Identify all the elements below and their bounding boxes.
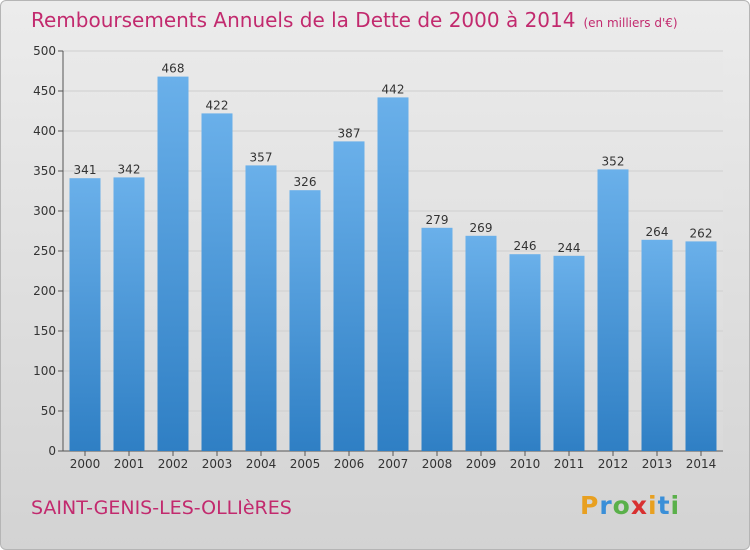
data-label-2003: 422 (206, 98, 229, 112)
x-tick-label-2006: 2006 (334, 457, 365, 471)
bar-2001 (113, 177, 145, 451)
bar-2003 (201, 113, 233, 452)
y-tick-label: 250 (33, 244, 56, 258)
bar-2013 (641, 239, 673, 451)
x-tick-label-2012: 2012 (598, 457, 629, 471)
commune-name: SAINT-GENIS-LES-OLLIèRES (31, 497, 292, 519)
bar-2004 (245, 165, 277, 451)
bar-2014 (685, 241, 717, 451)
logo-letter: o (612, 491, 631, 520)
y-tick-label: 100 (33, 364, 56, 378)
x-tick-label-2004: 2004 (246, 457, 277, 471)
y-tick-label: 350 (33, 164, 56, 178)
x-tick-label-2011: 2011 (554, 457, 585, 471)
bar-2010 (509, 254, 541, 451)
x-tick-label-2010: 2010 (510, 457, 541, 471)
logo-letter: i (670, 491, 681, 520)
chart-unit: (en milliers d'€) (583, 16, 678, 30)
chart-title: Remboursements Annuels de la Dette de 20… (31, 8, 678, 32)
data-label-2007: 442 (382, 82, 405, 96)
bar-2005 (289, 190, 321, 451)
bar-2008 (421, 227, 453, 451)
x-tick-label-2003: 2003 (202, 457, 233, 471)
bar-2002 (157, 76, 189, 451)
bar-2007 (377, 97, 409, 452)
x-tick-label-2005: 2005 (290, 457, 321, 471)
bar-2006 (333, 141, 365, 451)
bar-2009 (465, 235, 497, 451)
x-tick-label-2008: 2008 (422, 457, 453, 471)
bar-2000 (69, 178, 101, 451)
x-tick-label-2002: 2002 (158, 457, 189, 471)
data-label-2000: 341 (74, 163, 97, 177)
data-label-2008: 279 (426, 213, 449, 227)
x-tick-label-2009: 2009 (466, 457, 497, 471)
y-tick-label: 450 (33, 84, 56, 98)
proxiti-logo: Proxiti (580, 491, 680, 520)
data-label-2005: 326 (294, 175, 317, 189)
y-tick-label: 400 (33, 124, 56, 138)
bar-2011 (553, 255, 585, 451)
y-tick-label: 200 (33, 284, 56, 298)
logo-letter: i (648, 491, 658, 520)
bar-2012 (597, 169, 629, 451)
data-label-2014: 262 (690, 226, 713, 240)
x-tick-label-2014: 2014 (686, 457, 717, 471)
x-tick-label-2000: 2000 (70, 457, 101, 471)
y-tick-label: 500 (33, 44, 56, 58)
data-label-2001: 342 (118, 162, 141, 176)
logo-letter: P (580, 491, 600, 520)
logo-letter: x (630, 491, 648, 520)
data-label-2012: 352 (602, 154, 625, 168)
data-label-2013: 264 (646, 225, 669, 239)
data-label-2009: 269 (470, 221, 493, 235)
x-tick-label-2001: 2001 (114, 457, 145, 471)
y-tick-label: 50 (41, 404, 56, 418)
x-tick-label-2013: 2013 (642, 457, 673, 471)
chart-title-text: Remboursements Annuels de la Dette de 20… (31, 8, 576, 32)
x-tick-label-2007: 2007 (378, 457, 409, 471)
data-label-2010: 246 (514, 239, 537, 253)
data-label-2002: 468 (162, 62, 185, 76)
logo-letter: r (599, 491, 613, 520)
y-tick-label: 0 (48, 444, 56, 458)
data-label-2006: 387 (338, 126, 361, 140)
data-label-2004: 357 (250, 150, 273, 164)
data-label-2011: 244 (558, 241, 581, 255)
y-tick-label: 150 (33, 324, 56, 338)
logo-letter: t (657, 491, 671, 520)
y-tick-label: 300 (33, 204, 56, 218)
